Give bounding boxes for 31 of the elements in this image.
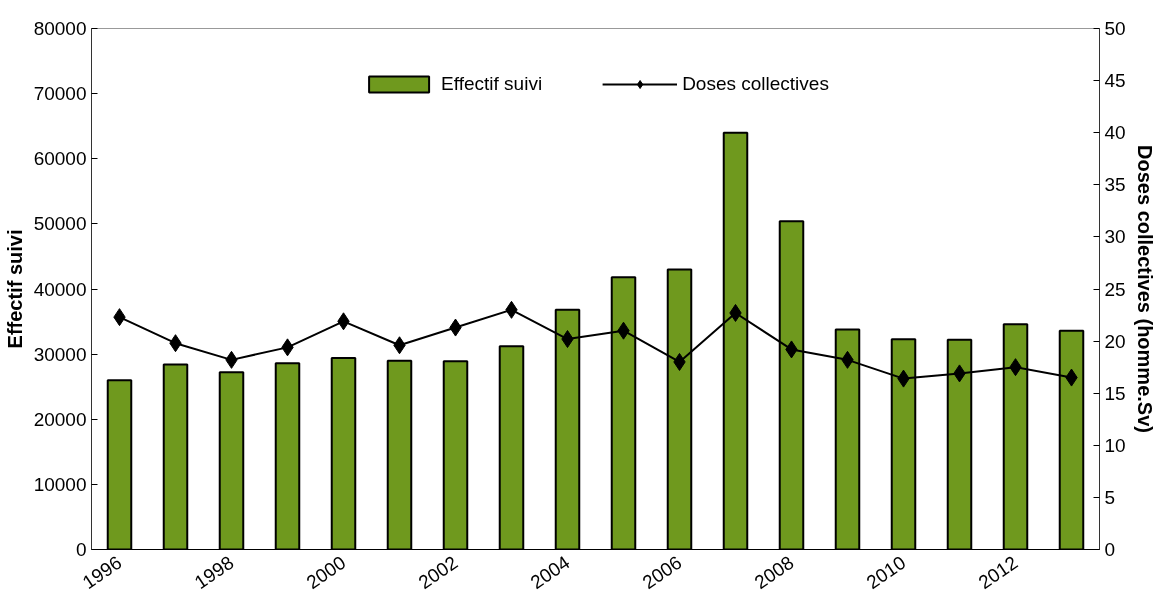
legend-label: Doses collectives (682, 73, 829, 95)
y-tick-label: 0 (75, 539, 87, 560)
y2-tick-label: 25 (1104, 278, 1126, 300)
y-axis-title: Effectif suivi (3, 229, 26, 349)
y2-tick-label: 30 (1104, 226, 1126, 248)
y-tick-label: 60000 (33, 148, 87, 170)
y2-tick-label: 45 (1104, 70, 1126, 92)
y2-tick-label: 0 (1104, 539, 1116, 560)
x-tick-label: 1998 (190, 551, 238, 594)
x-tick-label: 2010 (862, 551, 910, 594)
x-tick-label: 2008 (750, 551, 798, 594)
y2-tick-label: 20 (1104, 330, 1126, 352)
y-tick-label: 10000 (33, 473, 87, 495)
y2-tick-label: 15 (1104, 382, 1126, 404)
y2-tick-label: 50 (1104, 18, 1126, 39)
x-tick-label: 2012 (974, 551, 1022, 594)
y2-tick-label: 5 (1104, 486, 1116, 508)
y-tick-label: 80000 (33, 18, 87, 39)
legend-label: Effectif suivi (441, 73, 543, 95)
y-tick-label: 30000 (33, 343, 87, 365)
y2-axis-title: Doses collectives (homme.Sv) (1133, 145, 1156, 433)
y2-tick-label: 10 (1104, 434, 1126, 456)
y-tick-label: 40000 (33, 278, 87, 300)
y-tick-label: 50000 (33, 213, 87, 235)
x-tick-label: 2006 (638, 551, 686, 594)
y2-tick-label: 35 (1104, 174, 1126, 196)
y2-tick-label: 40 (1104, 122, 1126, 144)
x-tick-label: 2000 (302, 551, 350, 594)
y-tick-label: 20000 (33, 408, 87, 430)
y-tick-label: 70000 (33, 83, 87, 105)
x-tick-label: 2002 (414, 551, 462, 594)
